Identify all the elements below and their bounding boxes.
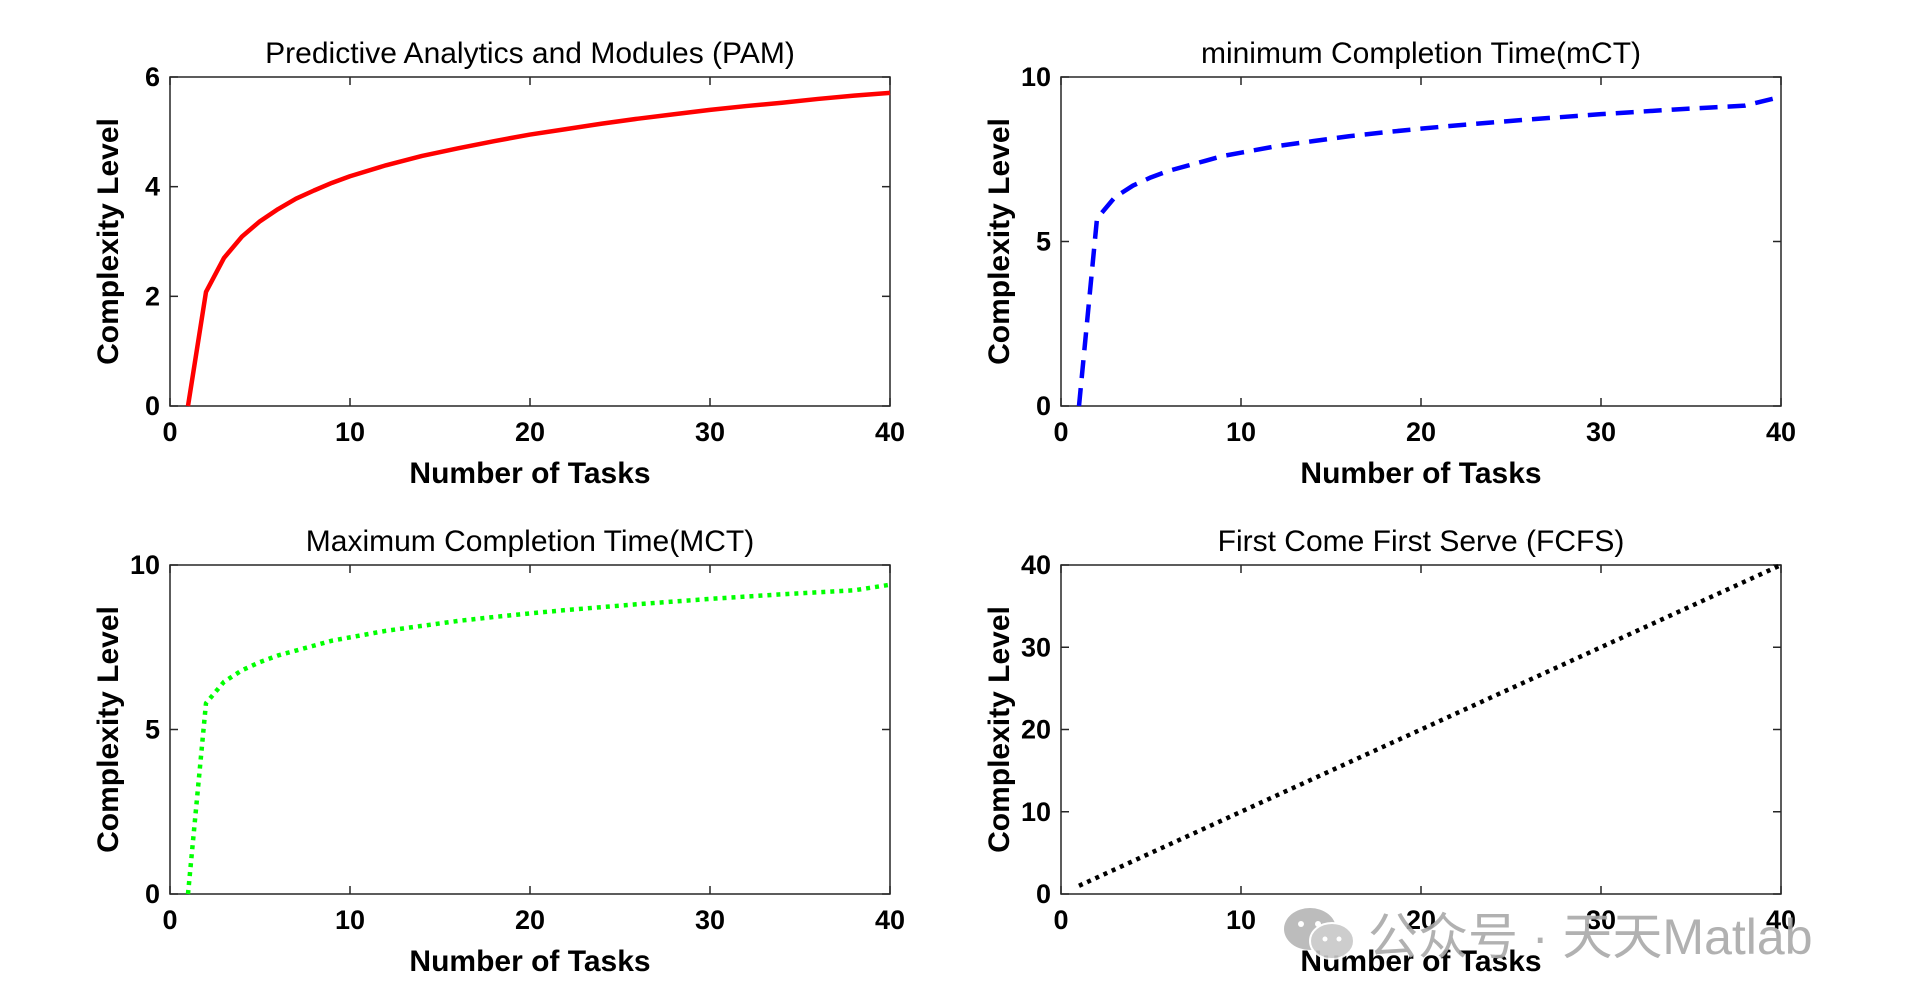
y-axis-label: Complexity Level [983, 606, 1016, 853]
x-tick-label: 0 [1053, 905, 1068, 935]
x-axis-label: Number of Tasks [1300, 457, 1541, 490]
axes-frame [169, 564, 891, 895]
x-tick-label: 20 [515, 905, 545, 935]
axes-frame [1060, 564, 1782, 895]
y-tick-label: 5 [1036, 227, 1051, 257]
wechat-icon [1284, 908, 1355, 960]
subplot-2: 0 10 20 30 40 0 5 10 minimum Completion Time(mCT… [983, 37, 1796, 490]
x-tick-label: 40 [875, 417, 905, 447]
axes-frame [1060, 76, 1782, 407]
x-axis-label: Number of Tasks [409, 457, 650, 490]
x-tick-label: 20 [515, 417, 545, 447]
y-tick-label: 10 [1021, 797, 1051, 827]
y-tick-label: 20 [1021, 715, 1051, 745]
y-tick-label: 10 [130, 550, 160, 580]
watermark: 公众号 · 天天Matlab [1280, 895, 1920, 971]
x-tick-label: 30 [695, 417, 725, 447]
series-line [1076, 94, 1782, 407]
y-tick-label: 30 [1021, 632, 1051, 662]
series-line [1078, 562, 1782, 888]
x-tick-label: 30 [1586, 417, 1616, 447]
y-tick-label: 0 [145, 879, 160, 909]
x-tick-label: 30 [1586, 905, 1616, 935]
x-tick-label: 40 [1766, 417, 1796, 447]
y-tick-label: 0 [1036, 391, 1051, 421]
x-tick-label: 20 [1406, 417, 1436, 447]
subplot-title: First Come First Serve (FCFS) [1218, 525, 1625, 558]
axes-frame [169, 76, 891, 407]
subplot-title: minimum Completion Time(mCT) [1201, 37, 1641, 70]
y-tick-label: 5 [145, 715, 160, 745]
y-axis-label: Complexity Level [92, 118, 125, 365]
series-line [185, 582, 891, 895]
subplot-3: 0 10 20 30 40 0 5 10 Maximum Completion Time(MCT… [92, 525, 905, 978]
y-tick-label: 2 [145, 281, 160, 311]
x-tick-label: 0 [1053, 417, 1068, 447]
x-tick-label: 10 [1226, 417, 1256, 447]
subplot-title: Maximum Completion Time(MCT) [306, 525, 754, 558]
watermark-text: 公众号 · 天天Matlab [1368, 909, 1813, 965]
x-tick-label: 40 [1766, 905, 1796, 935]
x-tick-label: 0 [162, 905, 177, 935]
y-tick-label: 10 [1021, 62, 1051, 92]
x-axis-label: Number of Tasks [409, 945, 650, 978]
y-tick-label: 0 [1036, 879, 1051, 909]
subplot-4: 0 10 20 30 40 0 10 20 30 40 First Come First Serve… [983, 525, 1796, 978]
x-tick-label: 20 [1406, 905, 1436, 935]
y-tick-label: 0 [145, 391, 160, 421]
x-tick-label: 10 [335, 417, 365, 447]
x-tick-label: 40 [875, 905, 905, 935]
x-tick-label: 0 [162, 417, 177, 447]
y-axis-label: Complexity Level [983, 118, 1016, 365]
x-tick-label: 10 [1226, 905, 1256, 935]
y-tick-label: 6 [145, 62, 160, 92]
y-tick-label: 4 [145, 172, 160, 202]
y-tick-label: 40 [1021, 550, 1051, 580]
subplot-title: Predictive Analytics and Modules (PAM) [265, 37, 795, 70]
series-line [185, 90, 891, 407]
subplot-1: 0 10 20 30 40 0 2 4 6 Predictive Analytics and Mo… [92, 37, 905, 490]
y-axis-label: Complexity Level [92, 606, 125, 853]
x-tick-label: 30 [695, 905, 725, 935]
x-tick-label: 10 [335, 905, 365, 935]
